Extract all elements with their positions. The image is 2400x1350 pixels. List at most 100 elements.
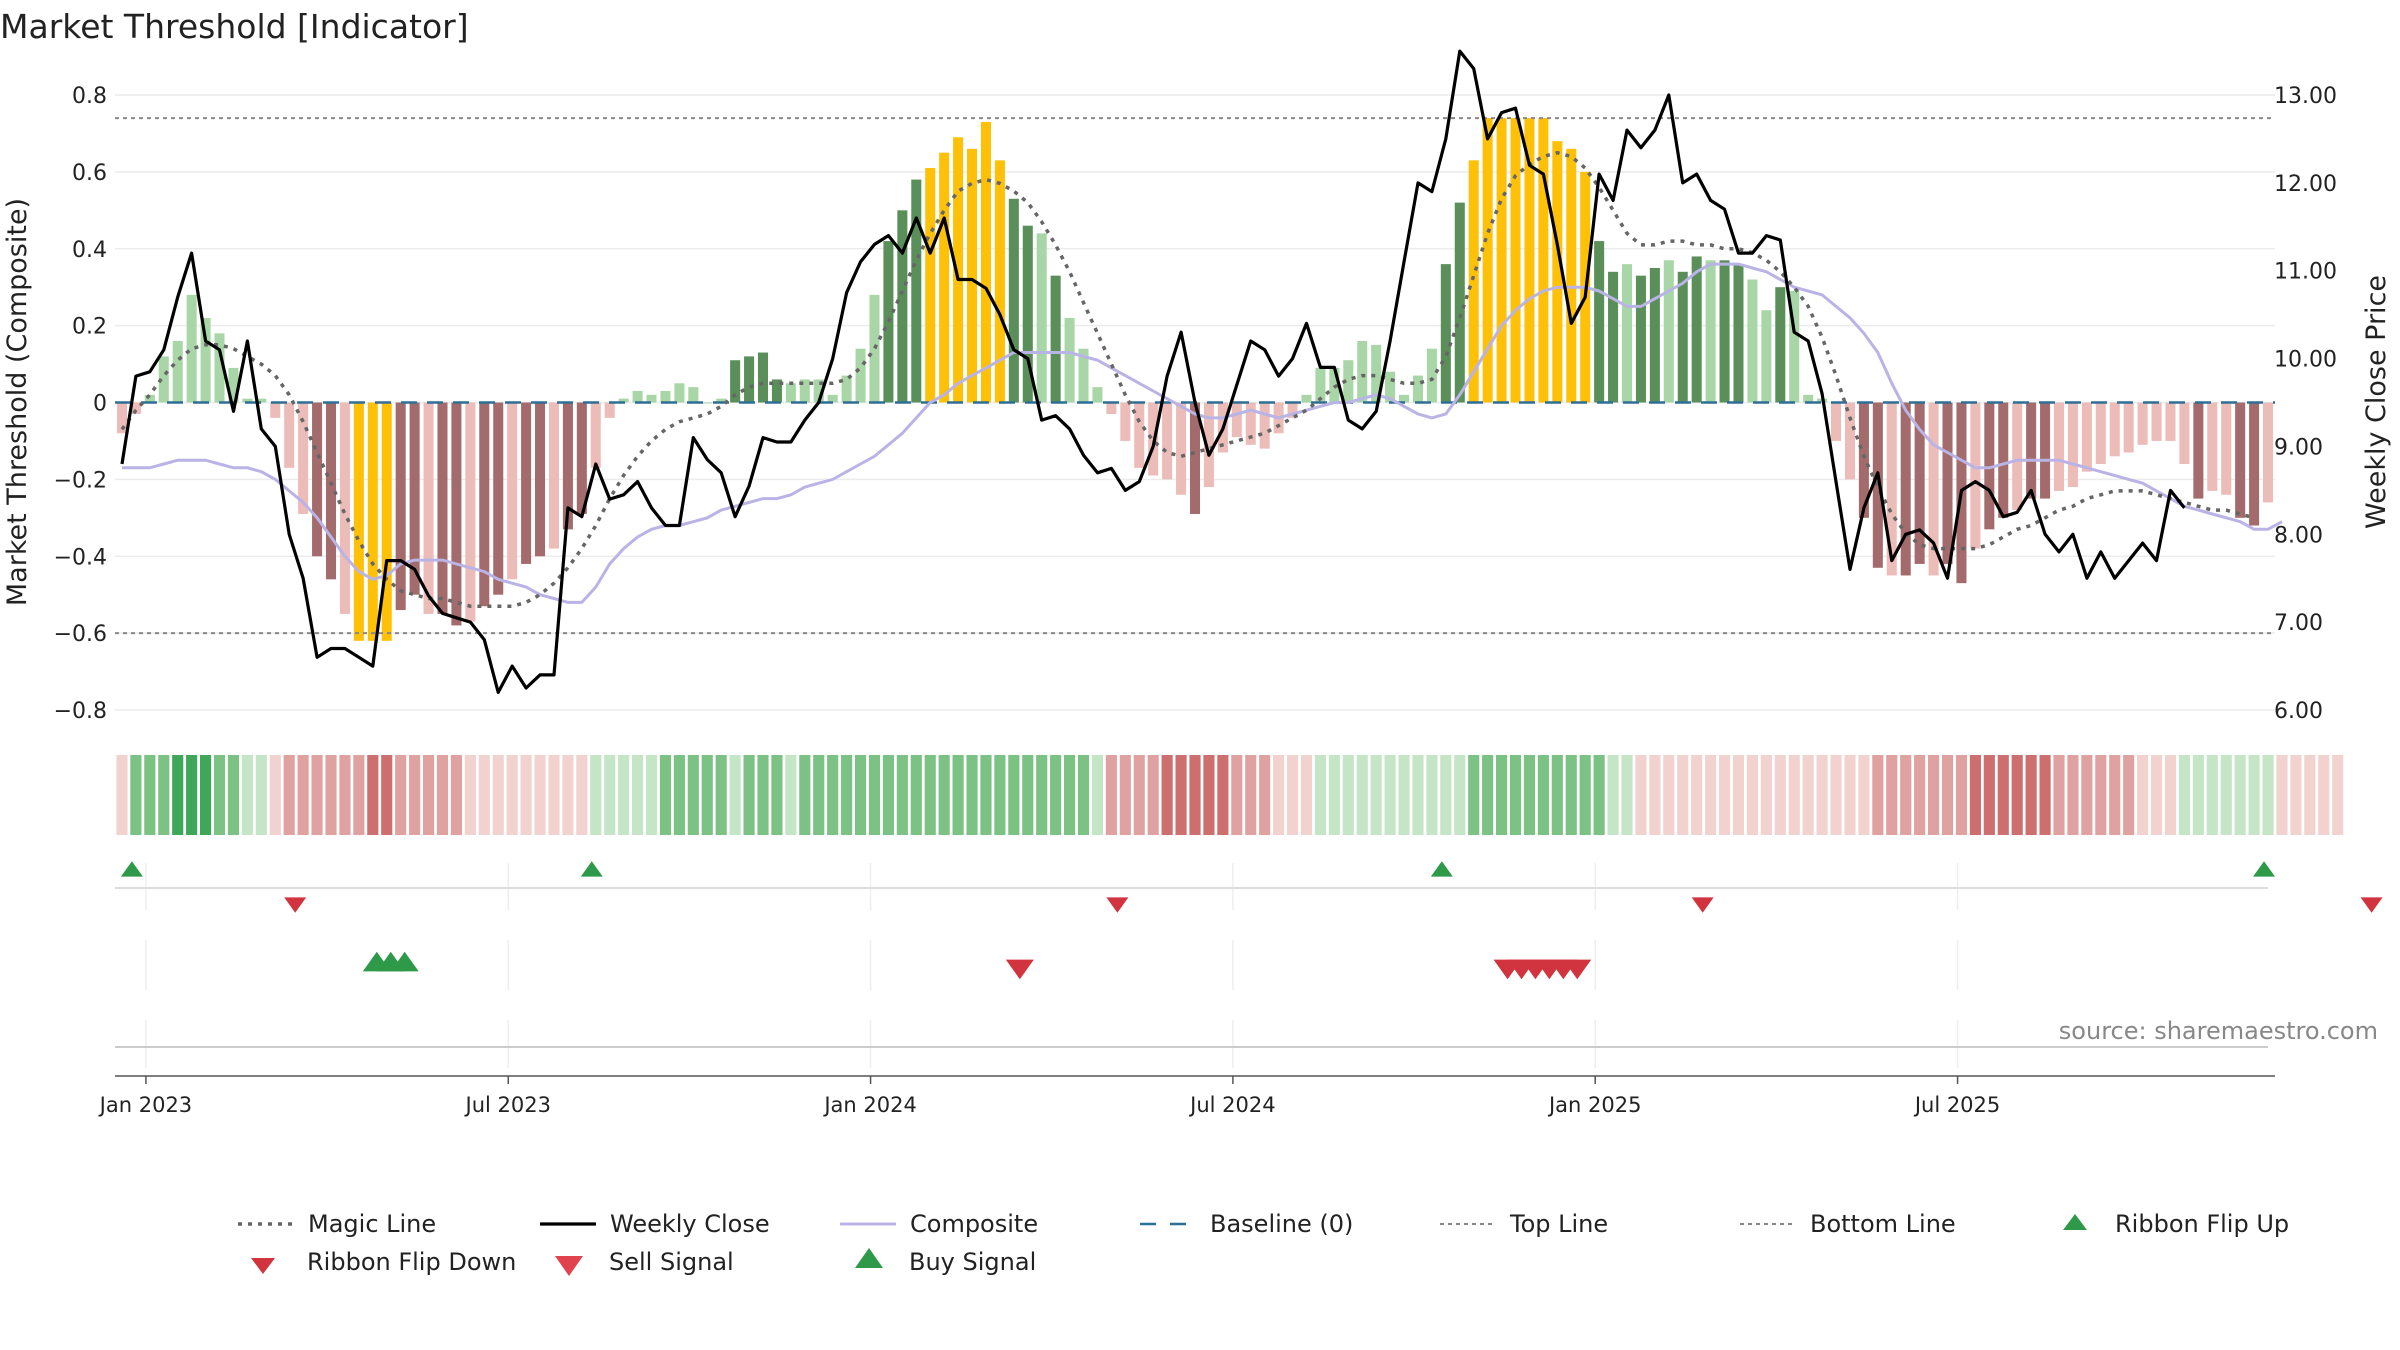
ribbon-flip-down-marker [1691, 897, 1714, 913]
ribbon-cell [2150, 755, 2163, 835]
histogram-bar [2235, 402, 2246, 518]
ribbon-cell [2220, 755, 2232, 835]
x-tick-label: Jul 2023 [464, 1093, 551, 1117]
ribbon-cell [283, 755, 295, 835]
histogram-bar [1078, 348, 1089, 403]
ribbon-cell [2164, 755, 2177, 835]
histogram-bar [1844, 402, 1855, 480]
ribbon-cell [1091, 755, 1104, 835]
ribbon-cell [1105, 755, 1117, 835]
histogram-bar [1524, 118, 1535, 403]
legend-label: Magic Line [308, 1210, 436, 1238]
histogram-bar [562, 402, 573, 530]
histogram-bar [353, 402, 364, 641]
histogram-bar [1733, 264, 1744, 403]
histogram-bar [1594, 241, 1605, 403]
ribbon-cell [1064, 755, 1076, 835]
ribbon-flip-up-marker [580, 861, 603, 877]
buy-signal-marker [390, 951, 419, 972]
legend-label: Ribbon Flip Up [2115, 1210, 2289, 1238]
histogram-bar [855, 348, 866, 403]
ribbon-cell [868, 755, 881, 835]
sell-signal-marker [1005, 959, 1034, 980]
ribbon-cell [2067, 755, 2079, 835]
ribbon-cell [1342, 755, 1354, 835]
histogram-bar [1608, 271, 1619, 403]
ribbon-cell [1579, 755, 1591, 835]
histogram-bar [437, 402, 448, 614]
ribbon-cell [1844, 755, 1856, 835]
ribbon-cell [1259, 755, 1271, 835]
legend-label: Baseline (0) [1210, 1210, 1353, 1238]
histogram-bar [2123, 402, 2134, 453]
ribbon-cell [478, 755, 490, 835]
ribbon-cell [381, 755, 393, 835]
histogram-bar [2207, 402, 2218, 491]
ribbon-cell [2095, 755, 2107, 835]
histogram-bar [1371, 344, 1382, 403]
legend-item: Sell Signal [555, 1248, 734, 1276]
histogram-bar [1440, 264, 1451, 403]
ribbon-cell [1565, 755, 1577, 835]
histogram-bar [325, 402, 337, 580]
histogram-bar [744, 356, 755, 403]
ribbon-cell [701, 755, 713, 835]
ribbon-cell [1872, 755, 1884, 835]
legend: Magic Line Weekly Close Composite Baseline … [238, 1210, 2289, 1276]
ribbon-cell [1412, 755, 1424, 835]
histogram-bar [521, 402, 532, 564]
histogram-bar [1552, 141, 1563, 403]
y2-tick-label: 6.00 [2274, 699, 2323, 724]
ribbon-cell [1384, 755, 1396, 835]
histogram-bar [1357, 341, 1368, 403]
histogram-bar [256, 398, 267, 403]
histogram-bar [618, 398, 629, 403]
histogram-bar [2249, 402, 2260, 526]
weekly-close-line [120, 49, 2186, 694]
ribbon-cell [325, 755, 337, 835]
histogram-bar [1036, 233, 1047, 403]
ribbon-cell [464, 755, 476, 835]
histogram-bar [799, 379, 810, 403]
histogram-bar [590, 402, 601, 468]
histogram-bar [646, 394, 657, 403]
legend-label: Top Line [1509, 1210, 1608, 1238]
histogram-bar [1287, 402, 1298, 418]
histogram-bar [214, 333, 225, 403]
y-tick-label: 0.2 [72, 315, 107, 340]
ribbon-cell [757, 755, 769, 835]
ribbon-cell [2332, 755, 2344, 835]
ribbon-cell [548, 755, 560, 835]
ribbon-flip-up-marker [1430, 861, 1453, 877]
histogram-bar [1621, 264, 1633, 403]
ribbon-cell [632, 755, 644, 835]
ribbon-cell [1203, 755, 1215, 835]
histogram-bar [1176, 402, 1187, 495]
histogram-bar [730, 360, 741, 403]
ribbon-cell [1830, 755, 1842, 835]
histogram-bar [2067, 402, 2078, 488]
histogram-bar [1162, 402, 1173, 480]
histogram-bar [1231, 402, 1242, 438]
ribbon-cell [1760, 755, 1772, 835]
ribbon-cell [2262, 755, 2274, 835]
histogram-bar [1970, 402, 1981, 549]
histogram-bar [172, 341, 183, 403]
histogram-bar [771, 379, 782, 403]
ribbon-cell [799, 755, 811, 835]
composite-line [122, 262, 2283, 604]
ribbon-cell [1607, 755, 1619, 835]
ribbon-cell [645, 755, 658, 835]
histogram-bar [367, 402, 378, 641]
series-lines [115, 49, 2283, 694]
histogram-bar [1399, 394, 1410, 403]
y2-tick-label: 9.00 [2274, 435, 2323, 460]
ribbon-cell [2206, 755, 2218, 835]
ribbon-cell [1663, 755, 1675, 835]
ribbon-cell [1161, 755, 1173, 835]
ribbon-cell [1245, 755, 1257, 835]
legend-item: Baseline (0) [1140, 1210, 1353, 1238]
histogram-bar [632, 390, 643, 403]
histogram-bar [284, 402, 295, 468]
ribbon-cell [339, 755, 351, 835]
